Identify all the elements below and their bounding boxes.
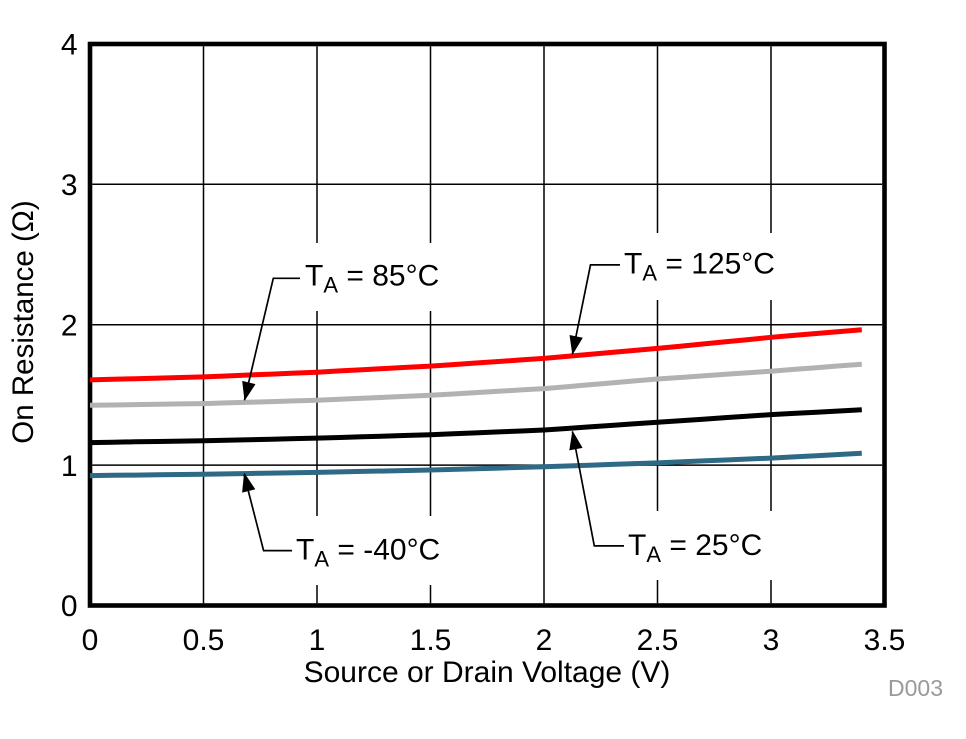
svg-text:TA = 125°C: TA = 125°C	[624, 248, 775, 286]
svg-text:2.5: 2.5	[637, 624, 679, 657]
svg-text:D003: D003	[888, 675, 943, 701]
svg-text:0.5: 0.5	[183, 624, 225, 657]
svg-text:0: 0	[82, 624, 99, 657]
svg-text:2: 2	[536, 624, 553, 657]
svg-text:2: 2	[61, 309, 78, 342]
svg-text:3: 3	[61, 169, 78, 202]
svg-text:1: 1	[61, 450, 78, 483]
svg-text:On Resistance (Ω): On Resistance (Ω)	[7, 200, 40, 443]
svg-text:Source or Drain Voltage (V): Source or Drain Voltage (V)	[304, 656, 671, 689]
svg-text:0: 0	[61, 590, 78, 623]
svg-text:1: 1	[309, 624, 326, 657]
svg-text:TA = 85°C: TA = 85°C	[305, 260, 439, 298]
svg-text:1.5: 1.5	[410, 624, 452, 657]
svg-text:4: 4	[61, 29, 78, 62]
svg-text:3.5: 3.5	[864, 624, 906, 657]
svg-text:3: 3	[763, 624, 780, 657]
